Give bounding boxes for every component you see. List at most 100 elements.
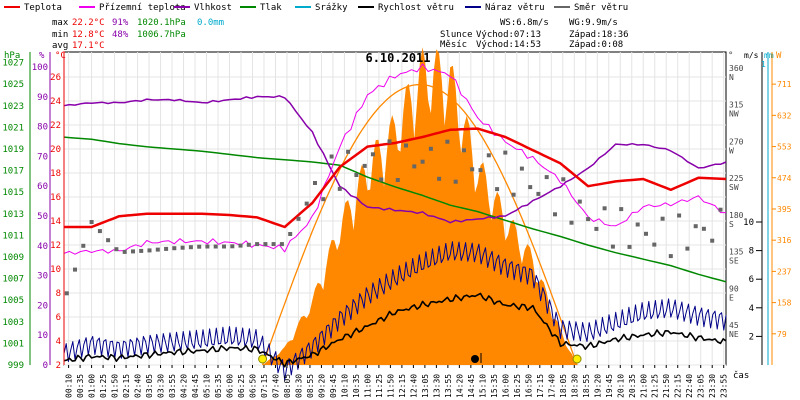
solar-clear-sky-curve xyxy=(261,83,578,366)
moonset-info: Západ:0:08 xyxy=(569,40,623,50)
hpa-tick-label: 1001 xyxy=(2,339,24,349)
time-tick-label: 03:30 xyxy=(157,374,166,398)
direction-tick-compass: S xyxy=(729,220,734,229)
wind-direction-marker xyxy=(586,217,591,222)
solar-radiation-fill xyxy=(262,47,578,365)
hpa-tick-label: 1011 xyxy=(2,231,24,241)
wind-direction-marker xyxy=(329,154,334,159)
direction-tick-compass: W xyxy=(729,146,734,155)
wind-direction-marker xyxy=(238,243,243,248)
solar-radiation-area xyxy=(261,47,578,366)
wind-direction-marker xyxy=(279,242,284,247)
series-line-wind-gust xyxy=(63,241,727,381)
c-tick-label: 10 xyxy=(50,265,61,275)
pct-tick-label: 50 xyxy=(37,212,48,222)
pct-tick-label: 80 xyxy=(37,123,48,133)
wind-direction-marker xyxy=(437,176,442,181)
wind-direction-marker xyxy=(577,199,582,204)
time-tick-label: 05:10 xyxy=(203,374,212,398)
ms-axis-title: m/s xyxy=(744,51,759,60)
time-tick-label: 11:25 xyxy=(375,374,384,398)
wind-direction-marker xyxy=(453,179,458,184)
wind-direction-marker xyxy=(428,146,433,151)
wind-direction-marker xyxy=(263,242,268,247)
c-axis-title: °C xyxy=(55,51,66,61)
deg-axis-title: ° xyxy=(728,51,733,61)
c-tick-label: 8 xyxy=(56,289,61,299)
wind-direction-marker xyxy=(379,177,384,182)
hpa-tick-label: 1009 xyxy=(2,253,24,263)
chart-title: 6.10.2011 xyxy=(365,51,430,65)
wind-direction-marker xyxy=(519,166,524,171)
wind-direction-marker xyxy=(97,229,102,234)
time-tick-label: 01:00 xyxy=(88,374,97,398)
c-tick-label: 22 xyxy=(50,121,61,131)
wind-direction-marker xyxy=(139,248,144,253)
wind-direction-marker xyxy=(122,249,127,254)
ms-tick-label: 8 xyxy=(749,247,754,257)
direction-tick-degree: 360 xyxy=(729,64,744,73)
wind-direction-marker xyxy=(296,216,301,221)
w-tick-label: 79 xyxy=(777,330,787,339)
time-tick-label: 05:35 xyxy=(214,374,223,398)
wind-direction-marker xyxy=(147,248,152,253)
wind-direction-marker xyxy=(470,167,475,172)
wind-direction-marker xyxy=(73,267,77,272)
direction-tick-compass: SE xyxy=(729,257,739,266)
time-tick-label: 06:00 xyxy=(226,374,235,398)
wind-direction-marker xyxy=(64,291,69,296)
time-tick-label: 18:55 xyxy=(582,374,591,398)
wind-direction-marker xyxy=(313,181,317,185)
w-tick-label: 237 xyxy=(777,267,792,276)
wind-direction-marker xyxy=(337,186,342,191)
hpa-tick-label: 1025 xyxy=(2,80,24,90)
direction-tick-compass: E xyxy=(729,294,734,303)
time-tick-label: 16:00 xyxy=(501,374,510,398)
wind-direction-marker xyxy=(354,173,359,177)
wind-direction-marker xyxy=(188,245,193,250)
time-tick-label: 01:25 xyxy=(99,374,108,398)
time-tick-label: 20:10 xyxy=(616,374,625,398)
wind-direction-marker xyxy=(304,201,309,206)
time-tick-label: 00:10 xyxy=(65,374,74,398)
mm-axis-title: mm xyxy=(764,51,774,60)
hpa-tick-label: 1013 xyxy=(2,210,24,220)
stats-block: max 22.2°C 91% 1020.1hPa 0.0mm min 12.8°… xyxy=(52,18,224,51)
wind-direction-marker xyxy=(395,178,400,182)
wind-direction-marker xyxy=(222,244,226,249)
wind-direction-marker xyxy=(172,246,177,251)
sunrise-info: Východ:07:13 xyxy=(476,30,541,40)
wind-speed-info: WS:6.8m/s xyxy=(500,18,549,28)
wind-direction-marker xyxy=(677,213,682,218)
c-tick-label: 12 xyxy=(50,241,61,251)
hpa-tick-label: 1005 xyxy=(2,296,24,306)
direction-tick-compass: NE xyxy=(729,330,739,339)
time-tick-label: 23:30 xyxy=(708,374,717,398)
time-tick-label: 11:00 xyxy=(363,374,372,398)
wind-direction-marker xyxy=(420,159,425,164)
wind-direction-marker xyxy=(89,220,94,224)
sun-label: Slunce xyxy=(440,30,473,40)
time-tick-label: 07:15 xyxy=(260,374,269,398)
time-tick-label: 00:35 xyxy=(76,374,85,398)
c-tick-label: 14 xyxy=(50,217,61,227)
wind-direction-marker xyxy=(635,222,640,227)
wind-direction-marker xyxy=(346,149,351,154)
time-tick-label: 07:40 xyxy=(272,374,281,398)
c-tick-label: 6 xyxy=(56,313,61,323)
wind-direction-marker xyxy=(404,143,408,148)
axes: 1027102510231021101910171015101310111009… xyxy=(2,51,791,398)
legend-item: Směr větru xyxy=(554,3,628,13)
legend-label: Teplota xyxy=(24,3,62,13)
time-tick-label: 01:50 xyxy=(111,374,120,398)
pct-axis-title: % xyxy=(39,51,45,61)
mm-tick-label: 1 xyxy=(761,60,766,69)
moonrise-info: Východ:14:53 xyxy=(476,40,541,50)
direction-tick-degree: 45 xyxy=(729,321,739,330)
hpa-tick-label: 1007 xyxy=(2,275,24,285)
time-tick-label: 16:50 xyxy=(524,374,533,398)
stats-min-press: 1006.7hPa xyxy=(137,30,186,40)
sunset-marker xyxy=(572,354,582,364)
wind-direction-marker xyxy=(685,246,690,251)
